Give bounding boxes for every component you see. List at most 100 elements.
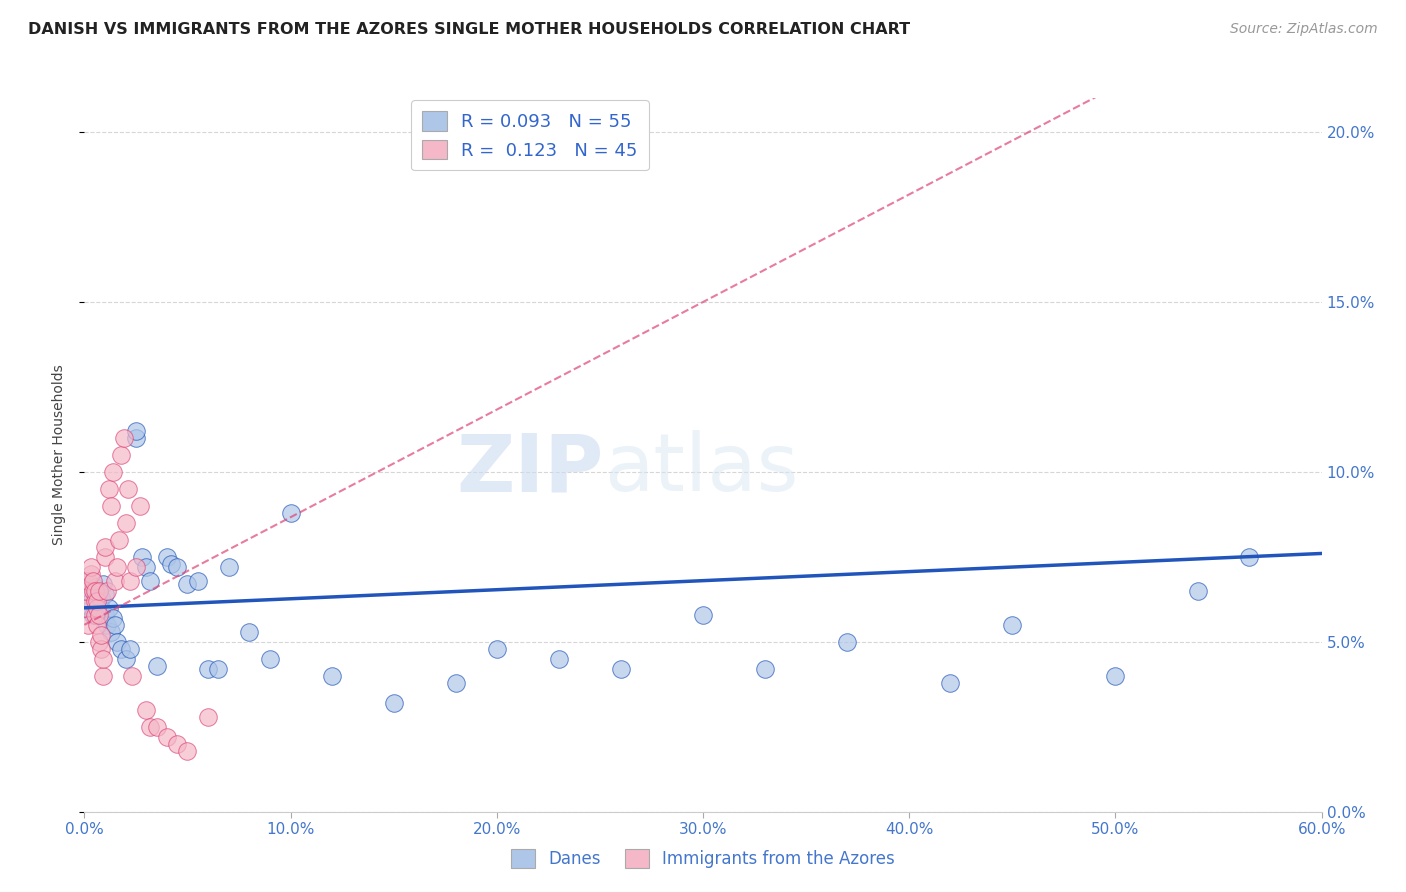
Point	[82, 574, 104, 588]
Point	[104, 617, 127, 632]
Point	[79, 594, 101, 608]
Point	[100, 624, 122, 639]
Point	[145, 658, 167, 673]
Point	[1239, 549, 1261, 564]
Point	[160, 557, 183, 571]
Point	[105, 635, 128, 649]
Point	[197, 662, 219, 676]
Point	[87, 635, 110, 649]
Point	[156, 549, 179, 564]
Point	[83, 594, 105, 608]
Point	[98, 600, 121, 615]
Point	[117, 482, 139, 496]
Point	[129, 499, 152, 513]
Point	[86, 607, 108, 622]
Point	[135, 560, 157, 574]
Point	[94, 540, 117, 554]
Point	[87, 583, 110, 598]
Point	[94, 549, 117, 564]
Point	[145, 720, 167, 734]
Point	[103, 465, 125, 479]
Point	[114, 652, 136, 666]
Point	[114, 516, 136, 530]
Point	[75, 583, 97, 598]
Point	[83, 581, 105, 595]
Point	[259, 652, 281, 666]
Point	[1104, 669, 1126, 683]
Point	[187, 574, 209, 588]
Text: atlas: atlas	[605, 430, 799, 508]
Point	[125, 424, 148, 438]
Point	[98, 482, 121, 496]
Point	[131, 549, 153, 564]
Point	[1001, 617, 1024, 632]
Point	[692, 607, 714, 622]
Point	[77, 574, 100, 588]
Text: Source: ZipAtlas.com: Source: ZipAtlas.com	[1230, 22, 1378, 37]
Text: ZIP: ZIP	[457, 430, 605, 508]
Point	[82, 607, 104, 622]
Point	[75, 574, 97, 588]
Point	[105, 560, 128, 574]
Point	[125, 560, 148, 574]
Point	[104, 574, 127, 588]
Point	[94, 607, 117, 622]
Point	[547, 652, 569, 666]
Point	[91, 577, 114, 591]
Point	[139, 720, 162, 734]
Point	[166, 737, 188, 751]
Point	[321, 669, 343, 683]
Point	[96, 583, 118, 598]
Point	[166, 560, 188, 574]
Legend: Danes, Immigrants from the Azores: Danes, Immigrants from the Azores	[505, 843, 901, 875]
Point	[91, 652, 114, 666]
Point	[86, 600, 108, 615]
Point	[83, 607, 105, 622]
Point	[135, 703, 157, 717]
Point	[83, 587, 105, 601]
Text: DANISH VS IMMIGRANTS FROM THE AZORES SINGLE MOTHER HOUSEHOLDS CORRELATION CHART: DANISH VS IMMIGRANTS FROM THE AZORES SIN…	[28, 22, 910, 37]
Point	[837, 635, 859, 649]
Point	[444, 675, 467, 690]
Point	[96, 617, 118, 632]
Point	[100, 499, 122, 513]
Point	[91, 669, 114, 683]
Point	[87, 583, 110, 598]
Point	[77, 583, 100, 598]
Point	[90, 600, 112, 615]
Point	[112, 431, 135, 445]
Point	[86, 594, 108, 608]
Point	[90, 628, 112, 642]
Point	[176, 743, 198, 757]
Point	[77, 617, 100, 632]
Point	[754, 662, 776, 676]
Point	[207, 662, 229, 676]
Point	[83, 583, 105, 598]
Point	[90, 641, 112, 656]
Point	[176, 577, 198, 591]
Point	[1187, 583, 1209, 598]
Point	[103, 611, 125, 625]
Point	[238, 624, 260, 639]
Point	[110, 641, 132, 656]
Point	[87, 607, 110, 622]
Point	[125, 431, 148, 445]
Point	[94, 587, 117, 601]
Point	[90, 591, 112, 605]
Point	[139, 574, 162, 588]
Point	[156, 730, 179, 744]
Point	[75, 600, 97, 615]
Point	[485, 641, 508, 656]
Point	[79, 600, 101, 615]
Point	[79, 560, 101, 574]
Point	[86, 617, 108, 632]
Point	[218, 560, 240, 574]
Point	[82, 583, 104, 598]
Point	[79, 566, 101, 581]
Point	[939, 675, 962, 690]
Point	[118, 574, 141, 588]
Point	[382, 696, 405, 710]
Point	[609, 662, 631, 676]
Point	[108, 533, 131, 547]
Y-axis label: Single Mother Households: Single Mother Households	[52, 365, 66, 545]
